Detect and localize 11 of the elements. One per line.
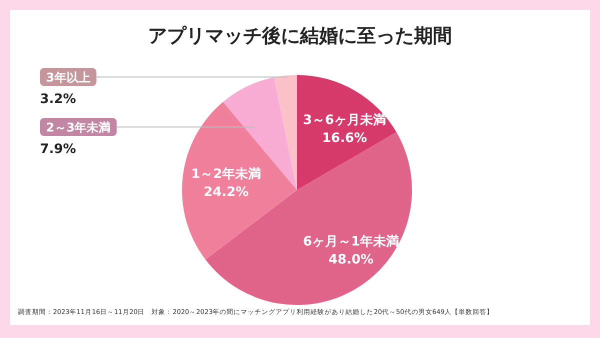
slice-label: 2～3年未満 [46, 120, 111, 134]
data-label: 3.2% [40, 92, 76, 107]
slice-label: 3～6ヶ月未満 [303, 113, 386, 128]
data-label: 16.6% [322, 131, 368, 146]
data-label: 48.0% [328, 252, 374, 268]
slice-label: 6ヶ月～1年未満 [303, 234, 400, 250]
data-label: 24.2% [204, 185, 249, 200]
chart-title: アプリマッチ後に結婚に至った期間 [148, 25, 452, 47]
data-label: 7.9% [40, 142, 76, 157]
slice-label: 3年以上 [46, 70, 90, 84]
slice-label: 1～2年未満 [191, 167, 262, 182]
